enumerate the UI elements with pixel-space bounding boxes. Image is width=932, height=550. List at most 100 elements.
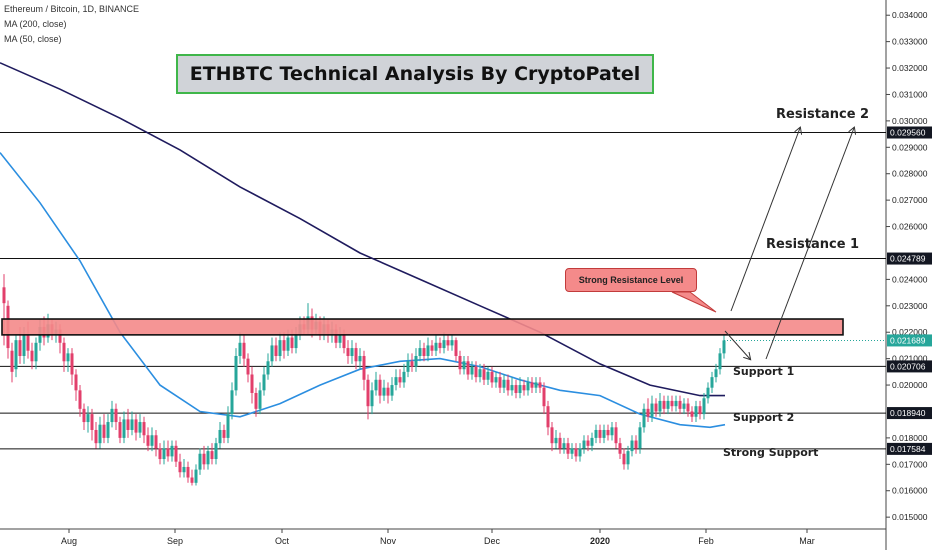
candle: [546, 400, 550, 436]
candle: [166, 440, 170, 462]
candle-body: [142, 422, 146, 436]
projection-arrow-secondary: [765, 128, 854, 360]
candle: [262, 366, 266, 396]
candle-body: [710, 377, 714, 388]
candle-body: [594, 429, 598, 438]
candle: [366, 374, 370, 420]
candle: [242, 334, 246, 367]
candle-body: [394, 377, 398, 386]
candle: [534, 377, 538, 393]
candle-body: [634, 440, 638, 449]
candle: [690, 406, 694, 423]
candle-body: [638, 427, 642, 449]
candle-body: [30, 350, 34, 362]
candle: [494, 371, 498, 388]
candle-body: [278, 340, 282, 356]
candle: [578, 443, 582, 462]
candle: [714, 363, 718, 383]
price-tag-box: [887, 334, 932, 347]
candle: [254, 387, 258, 417]
candle-body: [518, 385, 522, 393]
ma50-legend: MA (50, close): [4, 34, 62, 44]
candle: [554, 429, 558, 449]
candle-body: [10, 350, 14, 372]
candle: [130, 411, 134, 436]
candle-body: [358, 356, 362, 362]
candle-body: [534, 382, 538, 388]
candle: [682, 398, 686, 415]
candle: [114, 403, 118, 430]
candle: [74, 369, 78, 401]
candle: [466, 356, 470, 380]
candle-body: [282, 340, 286, 351]
candle-body: [718, 353, 722, 370]
candle: [642, 403, 646, 433]
candle-body: [130, 419, 134, 430]
candle: [526, 377, 530, 396]
candle-body: [118, 422, 122, 438]
candle-body: [186, 466, 190, 478]
candle: [454, 337, 458, 362]
ma50-line: [0, 152, 726, 429]
candle-body: [558, 437, 562, 449]
candle-body: [350, 348, 354, 356]
candle: [278, 332, 282, 362]
candle-body: [614, 427, 618, 444]
price-tag-label: 0.020706: [890, 361, 926, 371]
candle: [174, 440, 178, 467]
candle: [202, 445, 206, 470]
candle-body: [122, 419, 126, 438]
candle-body: [426, 345, 430, 356]
candle-body: [66, 353, 70, 362]
candle: [238, 332, 242, 364]
candle-body: [562, 443, 566, 449]
candle: [594, 424, 598, 444]
candle-body: [334, 329, 338, 343]
price-tick-label: 0.022000: [892, 327, 928, 337]
time-tick-label: Nov: [380, 536, 397, 546]
candle-body: [498, 377, 502, 388]
candle: [182, 459, 186, 478]
candle-body: [406, 361, 410, 372]
candle-body: [570, 448, 574, 454]
candle-body: [454, 340, 458, 356]
candle: [14, 334, 18, 378]
level-label-support-2: Support 2: [733, 411, 795, 424]
candle: [270, 337, 274, 367]
price-tick-label: 0.023000: [892, 301, 928, 311]
time-tick-label: Oct: [275, 536, 290, 546]
candle-body: [154, 435, 158, 449]
candle: [510, 377, 514, 396]
candle: [606, 424, 610, 441]
candle-body: [494, 377, 498, 383]
candle-body: [678, 400, 682, 409]
price-tag-box: [887, 126, 932, 139]
candle: [222, 424, 226, 444]
candle-body: [150, 435, 154, 446]
candle-body: [182, 466, 186, 473]
candle-body: [410, 361, 414, 367]
candle-body: [190, 477, 194, 483]
candle-body: [554, 437, 558, 444]
candle-body: [526, 382, 530, 391]
price-tick-label: 0.030000: [892, 116, 928, 126]
candle: [350, 340, 354, 364]
candle-body: [218, 429, 222, 444]
candle: [382, 379, 386, 401]
candle-body: [642, 408, 646, 428]
candle: [30, 342, 34, 370]
candle: [614, 422, 618, 449]
candle: [226, 406, 230, 444]
candle-body: [670, 400, 674, 407]
candle-body: [146, 435, 150, 446]
candle-body: [58, 329, 62, 343]
candle-body: [242, 342, 246, 359]
level-label-support-1: Support 1: [733, 365, 795, 378]
candle-body: [254, 392, 258, 409]
candle-body: [474, 366, 478, 378]
candle: [602, 424, 606, 444]
candle: [662, 395, 666, 415]
pullback-arrow: [724, 330, 750, 359]
candle: [514, 379, 518, 399]
